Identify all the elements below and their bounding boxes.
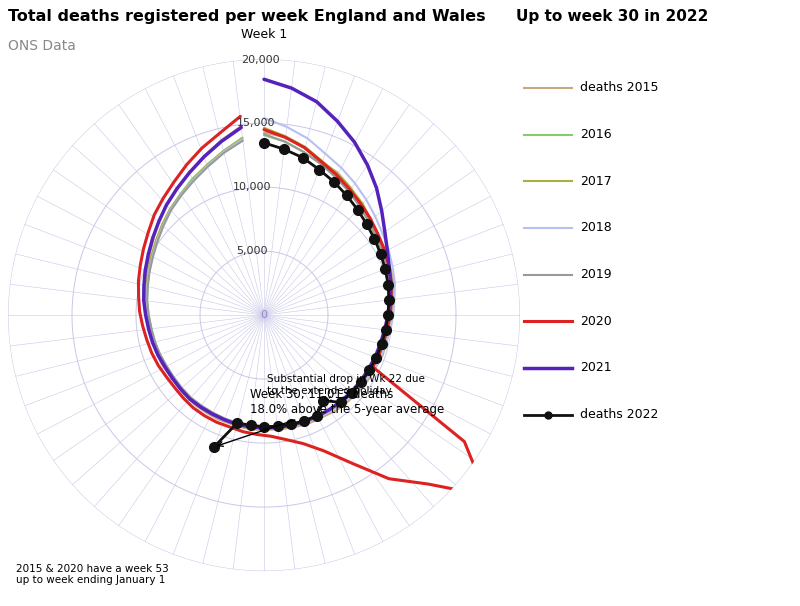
Text: 2021: 2021 (580, 361, 612, 375)
Text: 2020: 2020 (580, 315, 612, 328)
Text: Total deaths registered per week England and Wales: Total deaths registered per week England… (8, 9, 486, 24)
Text: 5,000: 5,000 (236, 246, 268, 256)
Text: deaths 2015: deaths 2015 (580, 81, 658, 95)
Text: Week 30, 11,013 deaths
18.0% above the 5-year average: Week 30, 11,013 deaths 18.0% above the 5… (218, 388, 445, 446)
Text: 2015 & 2020 have a week 53
up to week ending January 1: 2015 & 2020 have a week 53 up to week en… (16, 564, 169, 585)
Text: 2016: 2016 (580, 128, 612, 141)
Text: Substantial drop in Wk 22 due
to the extended holiday: Substantial drop in Wk 22 due to the ext… (267, 375, 425, 401)
Text: 20,000: 20,000 (241, 55, 279, 65)
Text: 2018: 2018 (580, 221, 612, 235)
Text: 2019: 2019 (580, 268, 612, 281)
Text: 15,000: 15,000 (237, 118, 275, 128)
Text: ONS Data: ONS Data (8, 39, 76, 53)
Text: Up to week 30 in 2022: Up to week 30 in 2022 (516, 9, 708, 24)
Text: 0: 0 (261, 310, 267, 320)
Text: deaths 2022: deaths 2022 (580, 408, 658, 421)
Text: 10,000: 10,000 (233, 182, 272, 192)
Text: Week 1: Week 1 (241, 28, 287, 41)
Text: 2017: 2017 (580, 175, 612, 188)
